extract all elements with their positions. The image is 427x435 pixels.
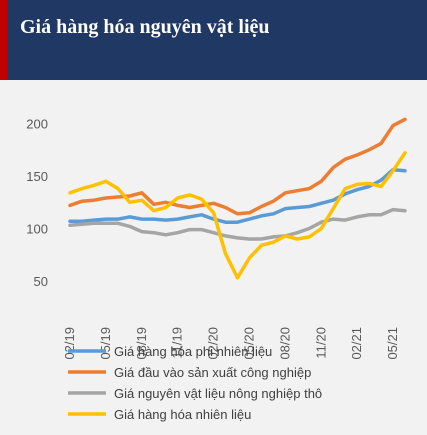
- legend-label-4: Giá hàng hóa nhiên liệu: [114, 407, 251, 422]
- y-axis: 50 100 150 200: [26, 117, 48, 290]
- y-tick-label-150: 150: [26, 169, 48, 184]
- legend: Giá hàng hóa phi nhiên liệu Giá đầu vào s…: [68, 344, 322, 422]
- x-tick-label-05-20: 05/20: [241, 327, 256, 360]
- legend-label-2: Giá đầu vào sản xuất công nghiệp: [114, 365, 311, 380]
- x-tick-label-05-21: 05/21: [385, 327, 400, 360]
- series-lines: [68, 117, 407, 280]
- series-line-2: [68, 117, 407, 216]
- x-tick-label-05-19: 05/19: [98, 327, 113, 360]
- line-chart: 50 100 150 200 02/19 05/19 08/19 11/19 02/20 05/…: [26, 117, 407, 422]
- page-title: Giá hàng hóa nguyên vật liệu: [20, 16, 270, 38]
- x-tick-label-11-20: 11/20: [313, 327, 328, 359]
- x-tick-label-08-19: 08/19: [134, 327, 149, 360]
- y-tick-label-50: 50: [34, 274, 48, 289]
- series-line-3: [68, 207, 407, 241]
- legend-label-3: Giá nguyên vật liệu nông nghiệp thô: [114, 386, 322, 401]
- x-axis: 02/19 05/19 08/19 11/19 02/20 05/20 08/20 11/20…: [62, 327, 400, 360]
- series-line-4: [68, 151, 407, 280]
- x-tick-label-02-21: 02/21: [349, 327, 364, 360]
- header-accent-stripe: [0, 0, 7, 80]
- y-tick-label-200: 200: [26, 117, 48, 132]
- legend-label-1: Giá hàng hóa phi nhiên liệu: [114, 344, 272, 359]
- x-tick-label-08-20: 08/20: [277, 327, 292, 360]
- x-tick-label-11-19: 11/19: [170, 327, 185, 359]
- header-bar: Giá hàng hóa nguyên vật liệu: [0, 0, 427, 80]
- x-tick-label-02-20: 02/20: [206, 327, 221, 360]
- series-line-1: [68, 167, 407, 224]
- y-tick-label-100: 100: [26, 222, 48, 237]
- x-tick-label-02-19: 02/19: [62, 327, 77, 360]
